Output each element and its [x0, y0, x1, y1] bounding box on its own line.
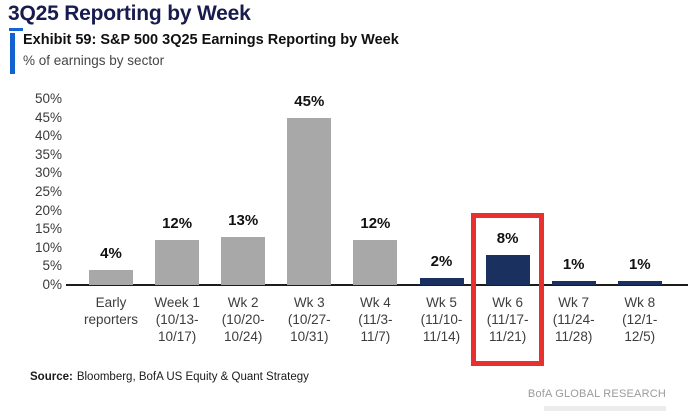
bar-wk-8	[617, 281, 662, 285]
y-axis-tick-label: 45%	[34, 109, 62, 125]
x-axis-category-label: Wk 6 (11/17- 11/21)	[486, 295, 529, 344]
x-axis-category-label: Week 1 (10/13- 10/17)	[154, 295, 200, 344]
bar-wk-5	[419, 277, 464, 285]
y-axis-tick-label: 15%	[34, 221, 62, 237]
y-axis-tick-label: 10%	[34, 239, 62, 255]
bar-wk-2	[221, 236, 266, 285]
x-axis-category-label: Wk 4 (11/3- 11/7)	[358, 295, 393, 344]
bar-value-label: 4%	[100, 245, 122, 263]
page-title: 3Q25 Reporting by Week	[8, 2, 251, 25]
bar-value-label: 13%	[228, 211, 259, 229]
exhibit-accent-bar	[10, 33, 15, 74]
y-axis-tick-label: 5%	[42, 258, 62, 274]
y-axis-tick-label: 0%	[42, 277, 62, 292]
x-axis-category-label: Early reporters	[83, 295, 139, 327]
bar-value-label: 45%	[294, 92, 325, 110]
x-axis-category-label: Wk 7 (11/24- 11/28)	[552, 295, 595, 344]
y-axis-tick-label: 20%	[34, 202, 62, 218]
bar-wk-6	[485, 255, 530, 285]
source-text: Bloomberg, BofA US Equity & Quant Strate…	[76, 371, 309, 383]
exhibit-title: Exhibit 59: S&P 500 3Q25 Earnings Report…	[23, 32, 399, 48]
x-axis-category-label: Wk 5 (11/10- 11/14)	[420, 295, 463, 344]
brand-footer: BofA GLOBAL RESEARCH	[527, 388, 666, 400]
bar-wk-3	[287, 117, 332, 285]
source-note: Source: Bloomberg, BofA US Equity & Quant…	[30, 371, 309, 383]
bar-wk-4	[353, 240, 398, 285]
x-axis-category-label: Wk 3 (10/27- 10/31)	[287, 295, 331, 344]
y-axis-tick-label: 30%	[34, 165, 62, 181]
exhibit-subtitle: % of earnings by sector	[23, 53, 165, 68]
y-axis-tick-label: 25%	[34, 184, 62, 199]
bar-value-label: 12%	[360, 215, 391, 233]
bar-wk-7	[551, 281, 596, 285]
source-label: Source:	[30, 371, 73, 383]
y-axis-tick-label: 40%	[34, 128, 62, 144]
y-axis-tick-label: 35%	[34, 146, 62, 162]
bar-value-label: 2%	[430, 252, 453, 270]
bar-early-reporters	[89, 270, 133, 285]
x-axis-category-label: Wk 2 (10/20- 10/24)	[221, 295, 265, 344]
bar-value-label: 12%	[162, 215, 193, 233]
bar-week-1	[155, 240, 200, 285]
y-axis-tick-label: 50%	[34, 91, 62, 106]
title-underline	[9, 28, 23, 31]
x-axis-line	[66, 284, 688, 286]
footer-rule	[544, 406, 666, 411]
bar-value-label: 1%	[628, 256, 651, 274]
highlight-box	[471, 213, 545, 366]
bar-value-label: 8%	[496, 230, 519, 248]
x-axis-category-label: Wk 8 (12/1- 12/5)	[622, 295, 658, 344]
bar-value-label: 1%	[562, 256, 585, 274]
